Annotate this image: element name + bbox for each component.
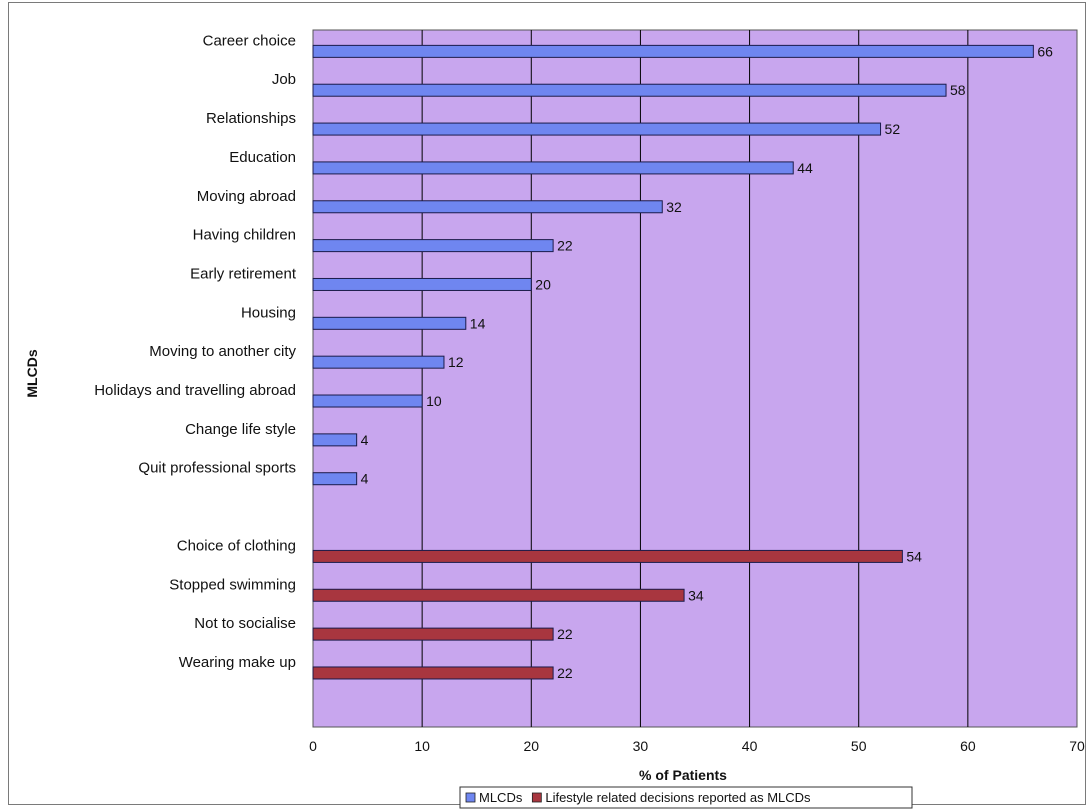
category-label: Moving to another city <box>149 343 296 360</box>
data-label: 14 <box>470 315 486 331</box>
bar <box>312 161 794 175</box>
category-label: Relationships <box>206 110 296 127</box>
category-label: Not to socialise <box>194 615 296 632</box>
data-label: 4 <box>361 432 369 448</box>
data-label: 52 <box>885 121 901 137</box>
category-label: Job <box>272 71 296 88</box>
data-label: 44 <box>797 160 813 176</box>
x-tick-label: 10 <box>414 738 430 754</box>
bar <box>312 200 663 214</box>
bar <box>312 83 947 97</box>
legend-box <box>459 786 913 809</box>
bar <box>312 394 423 408</box>
data-label: 22 <box>557 626 573 642</box>
bar <box>312 588 685 602</box>
data-label: 66 <box>1037 43 1053 59</box>
category-label: Career choice <box>203 32 296 49</box>
category-label: Change life style <box>185 421 296 438</box>
data-label: 20 <box>535 276 551 292</box>
plot-area <box>312 29 1078 728</box>
category-label: Stopped swimming <box>169 576 296 593</box>
x-tick-label: 20 <box>523 738 539 754</box>
data-label: 22 <box>557 238 573 254</box>
x-tick-label: 60 <box>960 738 976 754</box>
category-label: Quit professional sports <box>138 460 296 477</box>
bar <box>312 316 467 330</box>
bar <box>312 666 554 680</box>
category-label: Education <box>229 149 296 166</box>
x-axis-title: % of Patients <box>639 767 727 783</box>
data-label: 54 <box>906 548 922 564</box>
bar <box>312 239 554 253</box>
x-tick-label: 70 <box>1069 738 1085 754</box>
legend-swatch <box>531 792 542 803</box>
x-tick-label: 40 <box>742 738 758 754</box>
bar <box>312 277 532 291</box>
data-label: 34 <box>688 587 704 603</box>
bar <box>312 627 554 641</box>
category-label: Holidays and travelling abroad <box>94 382 296 399</box>
bar <box>312 549 903 563</box>
category-label: Having children <box>193 227 296 244</box>
bar <box>312 44 1034 58</box>
bar <box>312 122 882 136</box>
legend-swatch <box>465 792 476 803</box>
data-label: 32 <box>666 199 682 215</box>
data-label: 58 <box>950 82 966 98</box>
y-axis-title: MLCDs <box>24 349 40 397</box>
bar <box>312 355 445 369</box>
legend-label: Lifestyle related decisions reported as … <box>545 790 811 805</box>
bar <box>312 472 358 486</box>
x-tick-label: 30 <box>633 738 649 754</box>
data-label: 12 <box>448 354 464 370</box>
category-label: Choice of clothing <box>177 537 296 554</box>
category-label: Early retirement <box>190 265 297 282</box>
bar <box>312 433 358 447</box>
data-label: 4 <box>361 471 369 487</box>
x-tick-label: 50 <box>851 738 867 754</box>
category-label: Wearing make up <box>179 654 296 671</box>
data-label: 22 <box>557 665 573 681</box>
category-label: Moving abroad <box>197 188 296 205</box>
legend-label: MLCDs <box>479 790 523 805</box>
category-label: Housing <box>241 304 296 321</box>
x-tick-label: 0 <box>309 738 317 754</box>
data-label: 10 <box>426 393 442 409</box>
